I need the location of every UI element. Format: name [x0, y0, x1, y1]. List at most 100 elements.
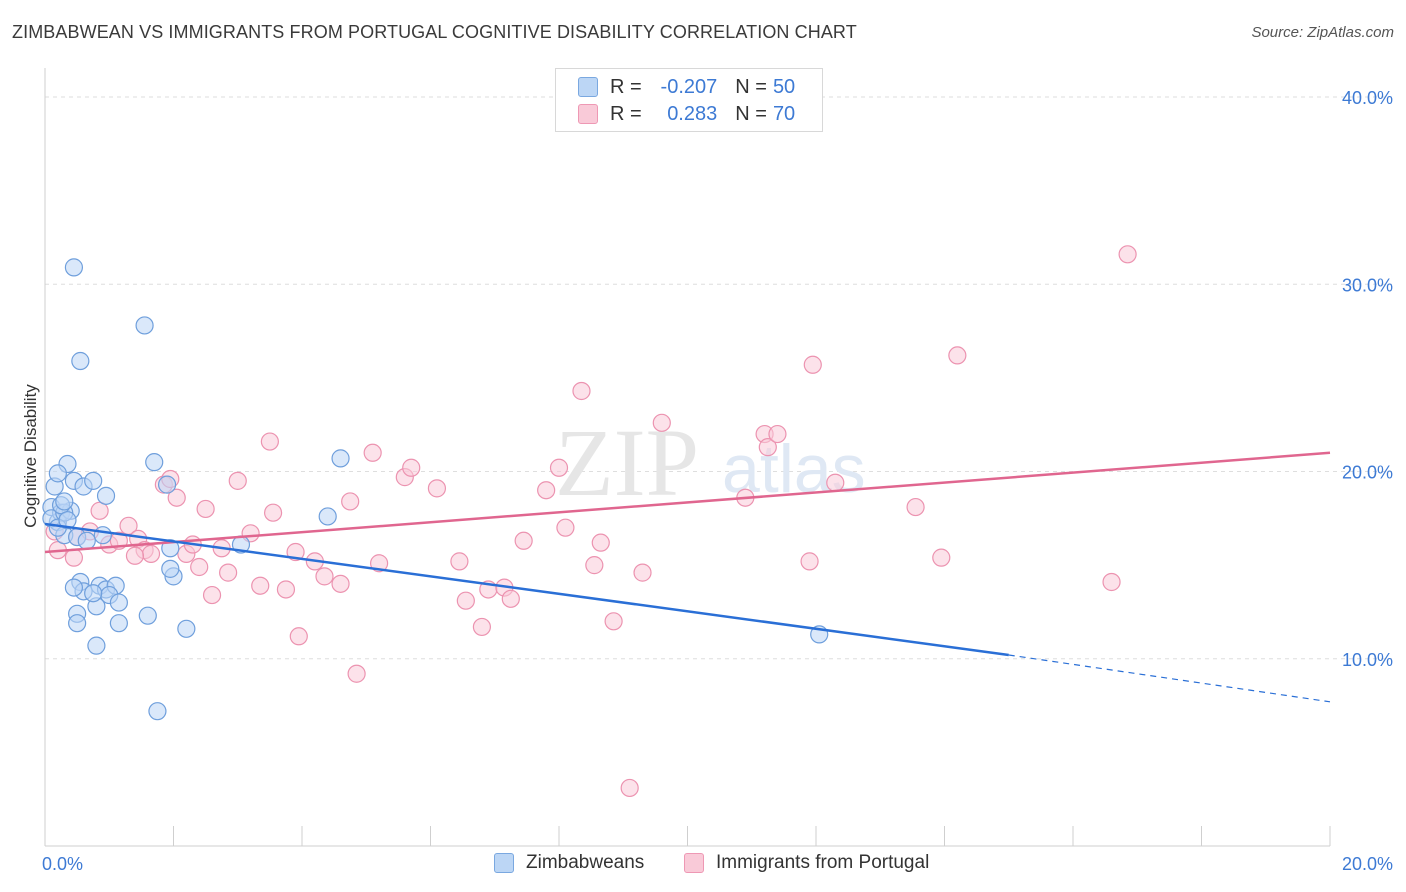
zimbabwean-point [77, 531, 96, 550]
zimbabwean-trend-line [44, 522, 1009, 657]
zimbabwean-point [84, 584, 103, 603]
portugal-point [1102, 572, 1121, 592]
zimbabwean-point [161, 559, 180, 578]
portugal-point [456, 591, 475, 610]
portugal-point [572, 381, 591, 401]
y-tick-label: 40.0% [1342, 88, 1393, 108]
portugal-point [556, 518, 575, 537]
zimbabwean-point [55, 492, 74, 511]
zimbabwean-point [64, 258, 84, 277]
zimbabwean-point [318, 507, 337, 526]
portugal-point [768, 424, 787, 444]
portugal-point [219, 563, 238, 582]
portugal-point [341, 492, 360, 511]
zimbabwean-point [84, 471, 103, 490]
zimbabwean-point [145, 453, 164, 472]
trend-lines [44, 451, 1331, 703]
y-tick-label: 30.0% [1342, 275, 1393, 295]
portugal-point [141, 544, 161, 563]
portugal-point [633, 563, 652, 582]
portugal-point [190, 557, 209, 577]
r-label: R = [610, 102, 642, 125]
chart-title: ZIMBABWEAN VS IMMIGRANTS FROM PORTUGAL C… [12, 22, 857, 42]
portugal-point [472, 617, 491, 637]
stats-legend: R = -0.207 N = 50 R = 0.283 N = 70 [555, 68, 823, 132]
portugal-point [251, 576, 270, 595]
portugal-point [906, 497, 925, 517]
y-axis-label: Cognitive Disability [21, 384, 40, 528]
portugal-point [537, 481, 556, 500]
x-tick-label: 0.0% [42, 854, 83, 874]
portugal-point [620, 778, 639, 798]
zimbabwean-trend-extension [1008, 654, 1331, 703]
zimbabwean-point [135, 316, 154, 335]
zimbabwean-point [93, 526, 112, 545]
r-label: R = [610, 75, 642, 98]
zimbabwean-point [58, 511, 77, 530]
portugal-point [276, 580, 296, 599]
zimbabwean-point [87, 636, 106, 655]
gridlines [45, 96, 1392, 660]
portugal-point [450, 552, 469, 571]
portugal-point [549, 458, 569, 477]
r-value: 0.283 [667, 102, 718, 125]
portugal-point [514, 531, 533, 550]
portugal-point [196, 499, 215, 519]
portugal-point [90, 501, 109, 520]
zimbabwean-point [157, 475, 177, 494]
portugal-point [585, 556, 604, 575]
zimbabwean-point [64, 578, 84, 597]
portugal-point [800, 552, 819, 571]
portugal-point [263, 503, 283, 522]
portugal-trend-line [44, 451, 1331, 554]
portugal-point [402, 458, 421, 477]
zimbabwean-point [138, 606, 157, 625]
portugal-point [347, 664, 366, 683]
portugal-point [228, 471, 247, 490]
portugal-point [826, 473, 845, 492]
portugal-point [64, 548, 84, 567]
y-tick-label: 10.0% [1342, 650, 1393, 670]
legend-row-portugal: R = 0.283 N = 70 [578, 101, 795, 127]
portugal-point [260, 432, 279, 451]
n-label: N = [735, 102, 767, 125]
zimbabwean-point [109, 593, 128, 612]
y-tick-label: 20.0% [1342, 463, 1393, 483]
portugal-point [370, 554, 389, 573]
legend-portugal: Immigrants from Portugal [684, 852, 929, 874]
portugal-point [427, 479, 447, 498]
portugal-point [591, 533, 610, 552]
n-value: 50 [772, 75, 796, 98]
legend-swatch-pink [578, 104, 598, 124]
zimbabwean-point [48, 464, 67, 483]
portugal-point [758, 438, 777, 457]
tick-labels: 10.0% 20.0% 30.0% 40.0% 0.0% 20.0% [42, 88, 1393, 874]
portugal-point [331, 574, 350, 593]
portugal-point [363, 443, 382, 462]
legend-label-portugal: Immigrants from Portugal [716, 852, 930, 873]
portugal-point [652, 413, 671, 432]
portugal-point [948, 346, 967, 365]
n-value: 70 [772, 102, 796, 125]
legend-label-zimbabweans: Zimbabweans [526, 852, 645, 873]
legend-zimbabweans: Zimbabweans [494, 852, 644, 874]
portugal-point [315, 567, 334, 586]
portugal-point [125, 546, 145, 565]
zimbabwean-point [96, 486, 116, 505]
portugal-point [202, 585, 222, 605]
zimbabwean-point [148, 702, 167, 721]
zimbabwean-point [71, 351, 90, 371]
zimbabwean-point [331, 449, 350, 468]
portugal-points [45, 245, 1137, 798]
portugal-point [501, 589, 520, 608]
portugal-point [1118, 245, 1137, 264]
zimbabwean-point [109, 614, 128, 633]
zimbabwean-point [68, 614, 87, 633]
axes [44, 68, 1331, 847]
portugal-point [932, 548, 951, 567]
portugal-point [289, 627, 308, 646]
portugal-point [604, 612, 623, 631]
zimbabwean-point [177, 619, 196, 638]
r-value: -0.207 [660, 75, 718, 98]
